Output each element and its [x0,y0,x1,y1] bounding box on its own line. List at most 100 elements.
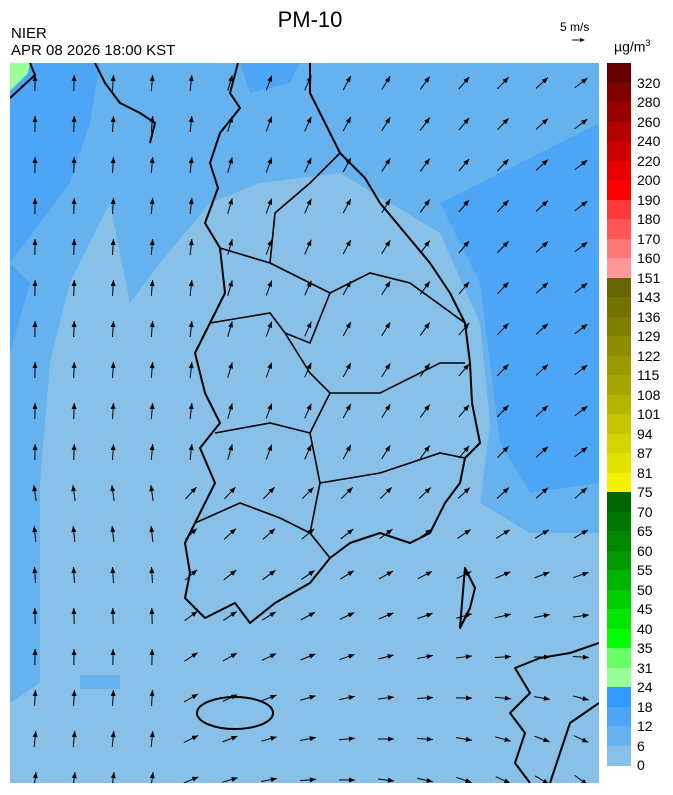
wind-arrow [457,487,471,499]
wind-arrow [574,159,588,171]
colorbar-segment [607,121,631,142]
wind-arrow [535,200,549,212]
unit-label: µg/m3 [614,38,651,55]
wind-arrow [573,695,589,701]
wind-arrow [265,321,273,337]
wind-arrow [495,571,511,579]
colorbar-segment [607,336,631,356]
wind-arrow [417,777,433,783]
wind-arrow [71,607,77,625]
wind-arrow [110,607,116,625]
colorbar-label: 50 [637,581,653,598]
wind-arrow [183,776,199,783]
wind-arrow [419,240,431,254]
wind-arrow [32,197,38,215]
wind-arrow [342,444,352,460]
colorbar-segment [607,531,631,551]
wind-arrow [455,695,473,701]
wind-arrow [149,197,155,215]
wind-arrow [300,653,316,661]
colorbar-label: 35 [637,640,653,656]
colorbar-label: 122 [637,347,661,364]
colorbar-label: 60 [637,542,653,559]
colorbar-segment [607,297,631,317]
colorbar-label: 180 [637,211,661,227]
colorbar-label: 55 [637,562,653,578]
wind-arrow [497,445,509,459]
wind-arrow [227,444,233,460]
wind-arrow [534,571,550,579]
wind-arrow [262,528,276,540]
wind-arrow [497,281,509,295]
wind-arrow [32,607,38,625]
colorbar-label: 6 [637,737,645,754]
wind-arrow [71,197,77,215]
wind-arrow [342,116,352,132]
wind-arrow [110,566,116,584]
wind-arrow [458,76,470,90]
colorbar-label: 12 [637,718,653,734]
wind-arrow [262,569,276,581]
colorbar-label: 0 [637,757,645,773]
wind-arrow [71,361,77,379]
wind-arrow [342,321,352,337]
wind-arrow [457,529,471,539]
wind-arrow [223,528,237,540]
wind-arrow [381,198,391,214]
wind-arrow [183,693,199,703]
field-bin-18-24-west [10,263,30,353]
colorbar-label: 101 [637,406,661,422]
wind-arrow [301,528,315,540]
wind-arrow [110,485,116,501]
wind-arrow [574,446,588,458]
wind-arrow [535,487,549,499]
wind-arrow [497,322,509,336]
wind-arrow [339,653,355,661]
wind-arrow [419,199,431,213]
wind-arrow [339,570,355,580]
colorbar-label: 320 [637,74,661,91]
wind-arrow [71,238,77,256]
wind-arrow [149,485,155,501]
wind-arrow [419,281,431,295]
colorbar-label: 45 [637,601,653,617]
wind-arrow [304,403,312,419]
wind-arrow [535,77,549,89]
wind-arrow [110,238,116,256]
colorbar-segment [607,453,631,473]
wind-arrow [381,157,391,173]
wind-arrow [32,730,38,748]
colorbar-label: 280 [637,94,661,110]
wind-arrow [265,444,273,460]
wind-reference-label: 5 m/s [560,20,590,34]
colorbar-segment [607,492,631,512]
wind-arrow [149,607,155,625]
wind-arrow [222,694,238,702]
colorbar-label: 115 [637,367,660,383]
wind-arrow [535,282,549,294]
wind-reference-arrow-icon [572,38,585,42]
colorbar-segment [607,511,631,532]
wind-arrow [495,613,511,619]
wind-arrow [535,118,549,130]
colorbar-label: 108 [637,386,661,403]
wind-arrow [378,612,394,620]
wind-arrow [416,736,434,742]
wind-arrow [534,695,550,701]
wind-arrow [494,695,512,701]
colorbar-segment [607,706,631,727]
wind-arrow [497,240,509,254]
colorbar-label: 24 [637,679,653,695]
wind-arrow [497,404,509,418]
wind-arrow [110,156,116,174]
wind-arrow [71,648,77,666]
wind-arrow [458,322,470,336]
wind-arrow [110,197,116,215]
wind-arrow [149,361,155,379]
colorbar-segment [607,570,631,590]
wind-arrow [574,200,588,212]
wind-arrow [149,115,155,133]
wind-arrow [110,689,116,707]
wind-arrow [381,403,391,419]
wind-arrow [494,654,512,660]
